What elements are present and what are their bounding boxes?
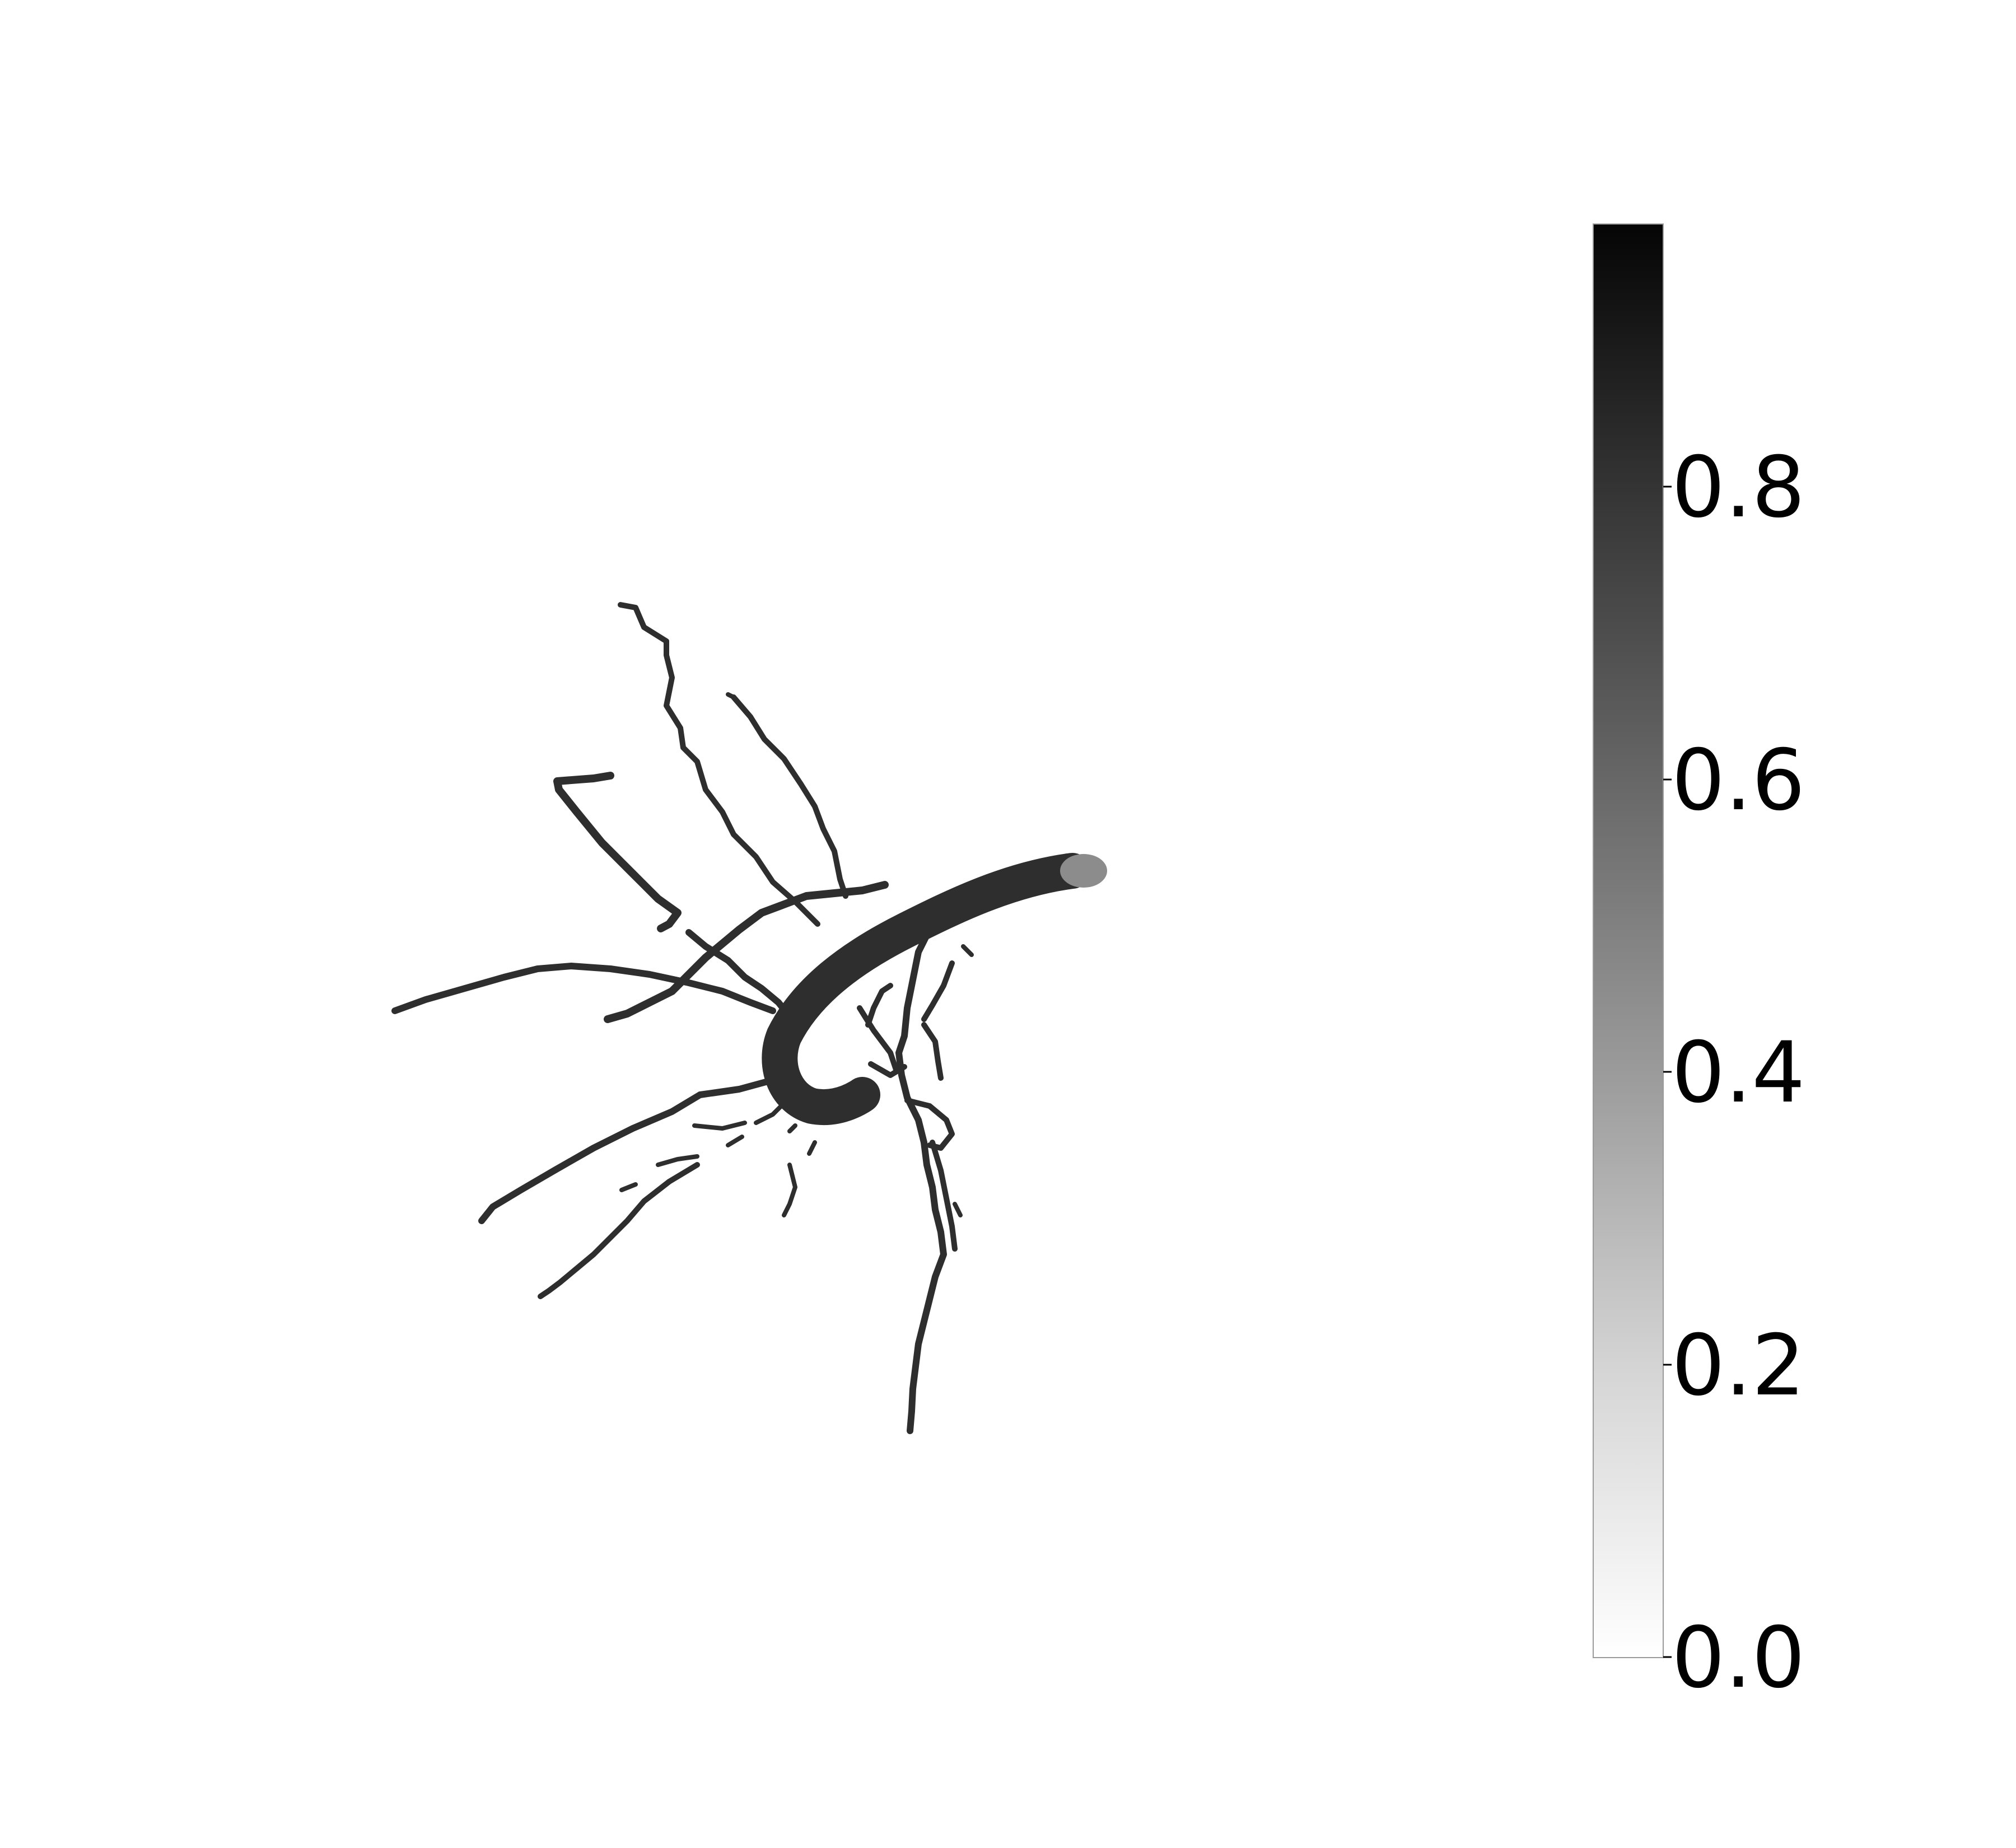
root-fragment (692, 1121, 747, 1131)
root-fragment (619, 1182, 638, 1192)
root-fragment (961, 944, 974, 957)
root-branch (731, 694, 848, 899)
root-branch (478, 1077, 773, 1224)
root-fragment (804, 1104, 823, 1119)
main-root-tube (767, 858, 1085, 1119)
colorbar: 0.0 0.2 0.4 0.6 0.8 (1593, 223, 1805, 1707)
root-branch (865, 983, 893, 1028)
root-branch (930, 1140, 958, 1252)
root-fragment (953, 1202, 963, 1217)
root-fragment (782, 1163, 797, 1217)
root-branch (391, 963, 776, 1014)
root-branch (685, 929, 793, 1020)
root-branch (538, 1162, 700, 1299)
root-branch (857, 1005, 899, 1072)
colorbar-tick-label: 0.0 (1672, 1609, 1805, 1707)
root-branch (604, 881, 889, 1023)
root-system-image (391, 602, 1107, 1434)
root-fragment (787, 1123, 797, 1133)
root-branch (921, 1022, 944, 1081)
root-branch (553, 772, 682, 932)
colorbar-gradient (1593, 223, 1664, 1658)
root-branch (618, 602, 820, 927)
colorbar-tick-label: 0.4 (1672, 1024, 1805, 1122)
root-branch (904, 1098, 955, 1151)
main-root-tip (1060, 854, 1107, 888)
colorbar-tick-label: 0.6 (1672, 732, 1805, 829)
root-branch (868, 1061, 907, 1078)
colorbar-tick-label: 0.8 (1672, 439, 1805, 536)
colorbar-tick-label: 0.2 (1672, 1317, 1805, 1415)
root-fragment (807, 1140, 817, 1156)
root-fragment (754, 1104, 783, 1125)
root-branch (895, 926, 947, 1434)
root-fragment (726, 1135, 744, 1147)
root-fragment (726, 692, 736, 699)
root-fragment (656, 1154, 699, 1167)
root-branch (921, 960, 955, 1022)
